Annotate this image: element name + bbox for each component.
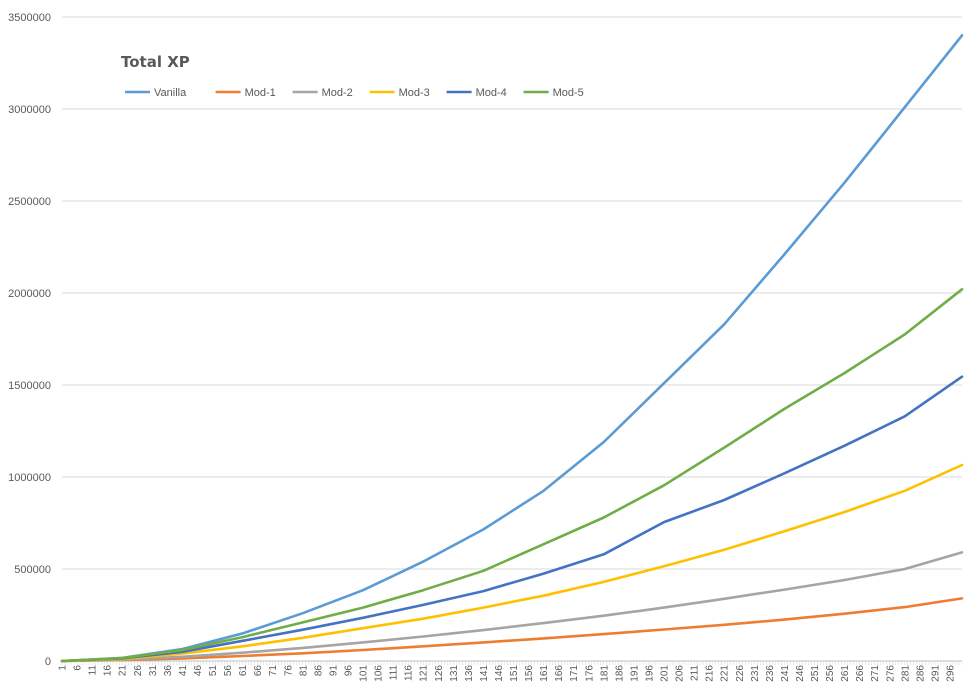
x-tick-label-261: 261: [840, 665, 851, 682]
series-lines: [60, 34, 964, 663]
x-tick-label-1: 1: [58, 665, 69, 671]
x-tick-label-266: 266: [855, 665, 866, 682]
x-tick-label-6: 6: [73, 665, 84, 671]
y-tick-label-2: 1000000: [8, 472, 51, 484]
x-tick-label-81: 81: [298, 665, 309, 677]
y-tick-label-7: 3500000: [8, 12, 51, 24]
series-line-vanilla: [60, 34, 964, 663]
x-tick-label-146: 146: [494, 665, 505, 682]
x-tick-label-226: 226: [735, 665, 746, 682]
y-tick-label-5: 2500000: [8, 196, 51, 208]
y-axis-tick-labels: 0 500000 1000000 1500000 2000000 2500000 30000…: [8, 12, 51, 668]
x-tick-label-216: 216: [705, 665, 716, 682]
legend-label-mod-1: Mod-1: [245, 87, 276, 99]
x-tick-label-151: 151: [509, 665, 520, 682]
x-tick-label-191: 191: [629, 665, 640, 682]
x-tick-label-211: 211: [690, 665, 701, 681]
y-tick-label-1: 500000: [14, 564, 51, 576]
x-tick-label-66: 66: [253, 665, 264, 677]
x-tick-label-281: 281: [900, 665, 911, 682]
legend-label-mod-2: Mod-2: [322, 87, 353, 99]
legend-label-vanilla: Vanilla: [154, 87, 187, 99]
x-tick-label-231: 231: [750, 665, 761, 682]
x-tick-label-241: 241: [780, 665, 791, 682]
x-tick-label-251: 251: [810, 665, 821, 682]
x-tick-label-101: 101: [359, 665, 370, 682]
legend: Vanilla Mod-1 Mod-2 Mod-3 Mod-4 Mod-5: [125, 87, 584, 99]
legend-label-mod-5: Mod-5: [553, 87, 584, 99]
x-tick-label-106: 106: [374, 665, 385, 682]
x-tick-label-116: 116: [404, 665, 415, 681]
x-tick-label-111: 111: [389, 665, 400, 681]
x-tick-label-271: 271: [870, 665, 881, 682]
x-tick-label-221: 221: [720, 665, 731, 682]
x-tick-label-276: 276: [885, 665, 896, 682]
y-tick-label-6: 3000000: [8, 104, 51, 116]
x-tick-label-196: 196: [644, 665, 655, 682]
series-line-mod-3: [60, 463, 964, 663]
x-tick-label-11: 11: [88, 665, 99, 676]
x-tick-label-16: 16: [103, 665, 114, 677]
y-tick-label-3: 1500000: [8, 380, 51, 392]
x-tick-label-96: 96: [343, 665, 354, 677]
x-tick-label-46: 46: [193, 665, 204, 677]
series-line-mod-1: [60, 597, 964, 663]
x-tick-label-136: 136: [464, 665, 475, 682]
x-tick-label-201: 201: [660, 665, 671, 682]
gridlines: [62, 16, 962, 662]
x-axis: 1 6 11 16 21 26 31 36 41 46 51 56 61 66 71 76 81 86 91 96 10…: [58, 660, 963, 682]
x-tick-label-206: 206: [675, 665, 686, 682]
x-tick-label-21: 21: [118, 665, 129, 677]
x-tick-label-91: 91: [328, 665, 339, 677]
x-tick-label-141: 141: [479, 665, 490, 682]
x-tick-label-36: 36: [163, 665, 174, 677]
series-line-mod-4: [60, 375, 964, 663]
x-tick-label-171: 171: [569, 665, 580, 682]
chart-title: Total XP: [121, 53, 190, 71]
x-tick-label-161: 161: [539, 665, 550, 682]
x-tick-label-121: 121: [419, 665, 430, 682]
y-tick-label-0: 0: [45, 656, 51, 668]
x-tick-label-31: 31: [148, 665, 159, 677]
x-tick-label-26: 26: [133, 665, 144, 677]
x-tick-label-286: 286: [915, 665, 926, 682]
y-tick-label-4: 2000000: [8, 288, 51, 300]
legend-label-mod-4: Mod-4: [476, 87, 507, 99]
x-tick-label-131: 131: [449, 665, 460, 682]
x-tick-label-71: 71: [268, 665, 279, 677]
x-tick-label-176: 176: [584, 665, 595, 682]
x-tick-label-51: 51: [208, 665, 219, 677]
x-tick-label-181: 181: [599, 665, 610, 682]
x-tick-label-291: 291: [930, 665, 941, 682]
x-tick-label-126: 126: [434, 665, 445, 682]
x-tick-label-76: 76: [283, 665, 294, 677]
x-tick-label-41: 41: [178, 665, 189, 677]
x-tick-label-61: 61: [238, 665, 249, 677]
x-tick-label-156: 156: [524, 665, 535, 682]
x-tick-label-256: 256: [825, 665, 836, 682]
x-tick-label-236: 236: [765, 665, 776, 682]
series-line-mod-5: [60, 287, 964, 663]
x-tick-label-186: 186: [614, 665, 625, 682]
series-line-mod-2: [60, 551, 964, 663]
x-tick-label-296: 296: [945, 665, 956, 682]
x-tick-label-166: 166: [554, 665, 565, 682]
legend-label-mod-3: Mod-3: [399, 87, 430, 99]
x-tick-label-246: 246: [795, 665, 806, 682]
x-tick-label-56: 56: [223, 665, 234, 677]
x-tick-label-86: 86: [313, 665, 324, 677]
